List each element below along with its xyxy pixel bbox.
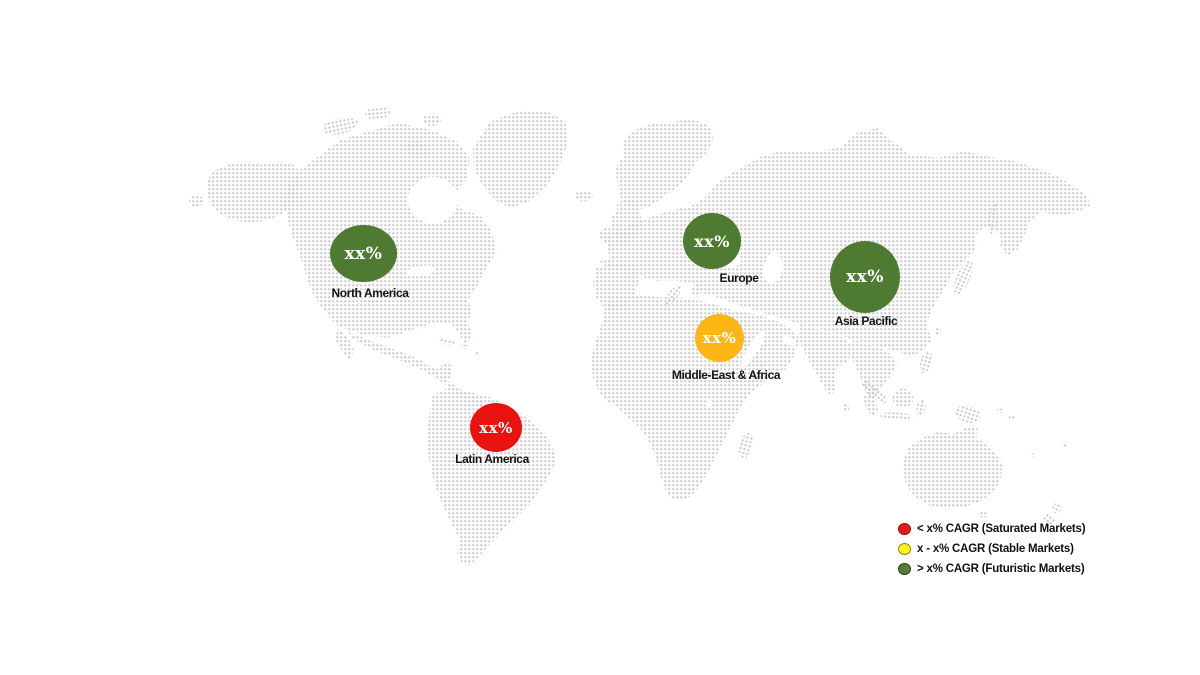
bubble-middle-east-africa: xx% [695,314,744,362]
region-label-middle-east-africa: Middle-East & Africa [671,368,781,382]
hudson-bay [408,177,458,223]
region-label-europe: Europe [719,271,759,285]
philippines [919,350,933,374]
legend-swatch-yellow [898,542,911,555]
melanesia-islet [996,408,1004,414]
region-value: xx% [846,267,884,287]
java [879,412,913,420]
continent-south-america [427,388,556,566]
pacific-islet [1029,453,1035,457]
melanesia-islet [1008,415,1016,421]
arctic-island [365,106,391,120]
red-sea [740,331,766,367]
alaska [206,161,300,222]
continent-africa [591,295,770,501]
greece [691,285,701,297]
legend: < x% CAGR (Saturated Markets) x - x% CAG… [898,522,1086,575]
sakhalin [988,204,998,234]
legend-label: < x% CAGR (Saturated Markets) [917,522,1086,535]
islands [575,190,1016,460]
greenland [473,110,567,208]
great-britain [610,199,642,245]
bubble-asia-pacific: xx% [830,241,900,313]
pacific-islet [1061,444,1067,448]
legend-item-futuristic: > x% CAGR (Futuristic Markets) [898,562,1085,575]
sumatra [861,380,887,404]
legend-swatch-green [898,562,911,575]
legend-swatch-red [898,522,911,535]
region-label-asia-pacific: Asia Pacific [834,314,898,328]
caspian-sea [763,252,783,284]
baltic-sea [679,183,699,209]
sri-lanka [842,403,850,413]
lake-victoria [705,400,713,408]
arctic-island [406,141,428,157]
north-america-mainland [284,123,497,345]
baja-california [335,328,354,360]
legend-item-saturated: < x% CAGR (Saturated Markets) [898,522,1086,535]
sulawesi [916,400,926,416]
region-label-latin-america: Latin America [455,452,529,466]
hispaniola [460,344,470,350]
continent-north-america [189,106,567,415]
region-value: xx% [344,243,383,264]
australia [902,425,1002,509]
mediterranean-sea [639,280,697,298]
legend-item-stable: x - x% CAGR (Stable Markets) [898,542,1085,555]
bubble-europe: xx% [683,213,741,269]
italy [664,284,682,306]
iceland [575,190,593,202]
sea-cutouts [406,177,1001,408]
legend-label: x - x% CAGR (Stable Markets) [917,542,1074,555]
bay-of-biscay [594,251,610,261]
region-value: xx% [694,231,730,251]
arabia [735,310,799,377]
tasmania [977,510,989,518]
arctic-island [322,117,358,135]
cuba [438,338,456,346]
ireland [599,227,613,243]
taiwan [935,326,941,336]
chukotka-tip [189,195,203,207]
new-guinea [955,404,981,424]
region-value: xx% [479,418,513,437]
africa-mainland [591,295,770,501]
region-label-north-america: North America [331,286,409,300]
malay-peninsula [863,391,878,417]
great-lakes [406,265,436,277]
bay-of-bengal [834,364,856,394]
bubble-north-america: xx% [330,225,397,282]
south-america-mainland [427,388,556,566]
scandinavia [616,120,714,209]
madagascar [738,432,754,460]
continent-oceania [902,425,1067,525]
legend-label: > x% CAGR (Futuristic Markets) [917,562,1085,575]
borneo [892,388,914,408]
bubble-latin-america: xx% [470,403,522,452]
sea-of-okhotsk [975,228,1001,252]
caribbean-islet [474,351,480,355]
eurasia-mainland [600,128,1090,357]
region-value: xx% [702,329,737,347]
new-zealand-north [1052,502,1062,514]
mexico-central-america [348,332,514,415]
japan [953,260,973,296]
new-zealand-south [1043,513,1055,525]
indochina [851,340,897,401]
persian-gulf [781,336,797,346]
arctic-island [423,114,441,126]
